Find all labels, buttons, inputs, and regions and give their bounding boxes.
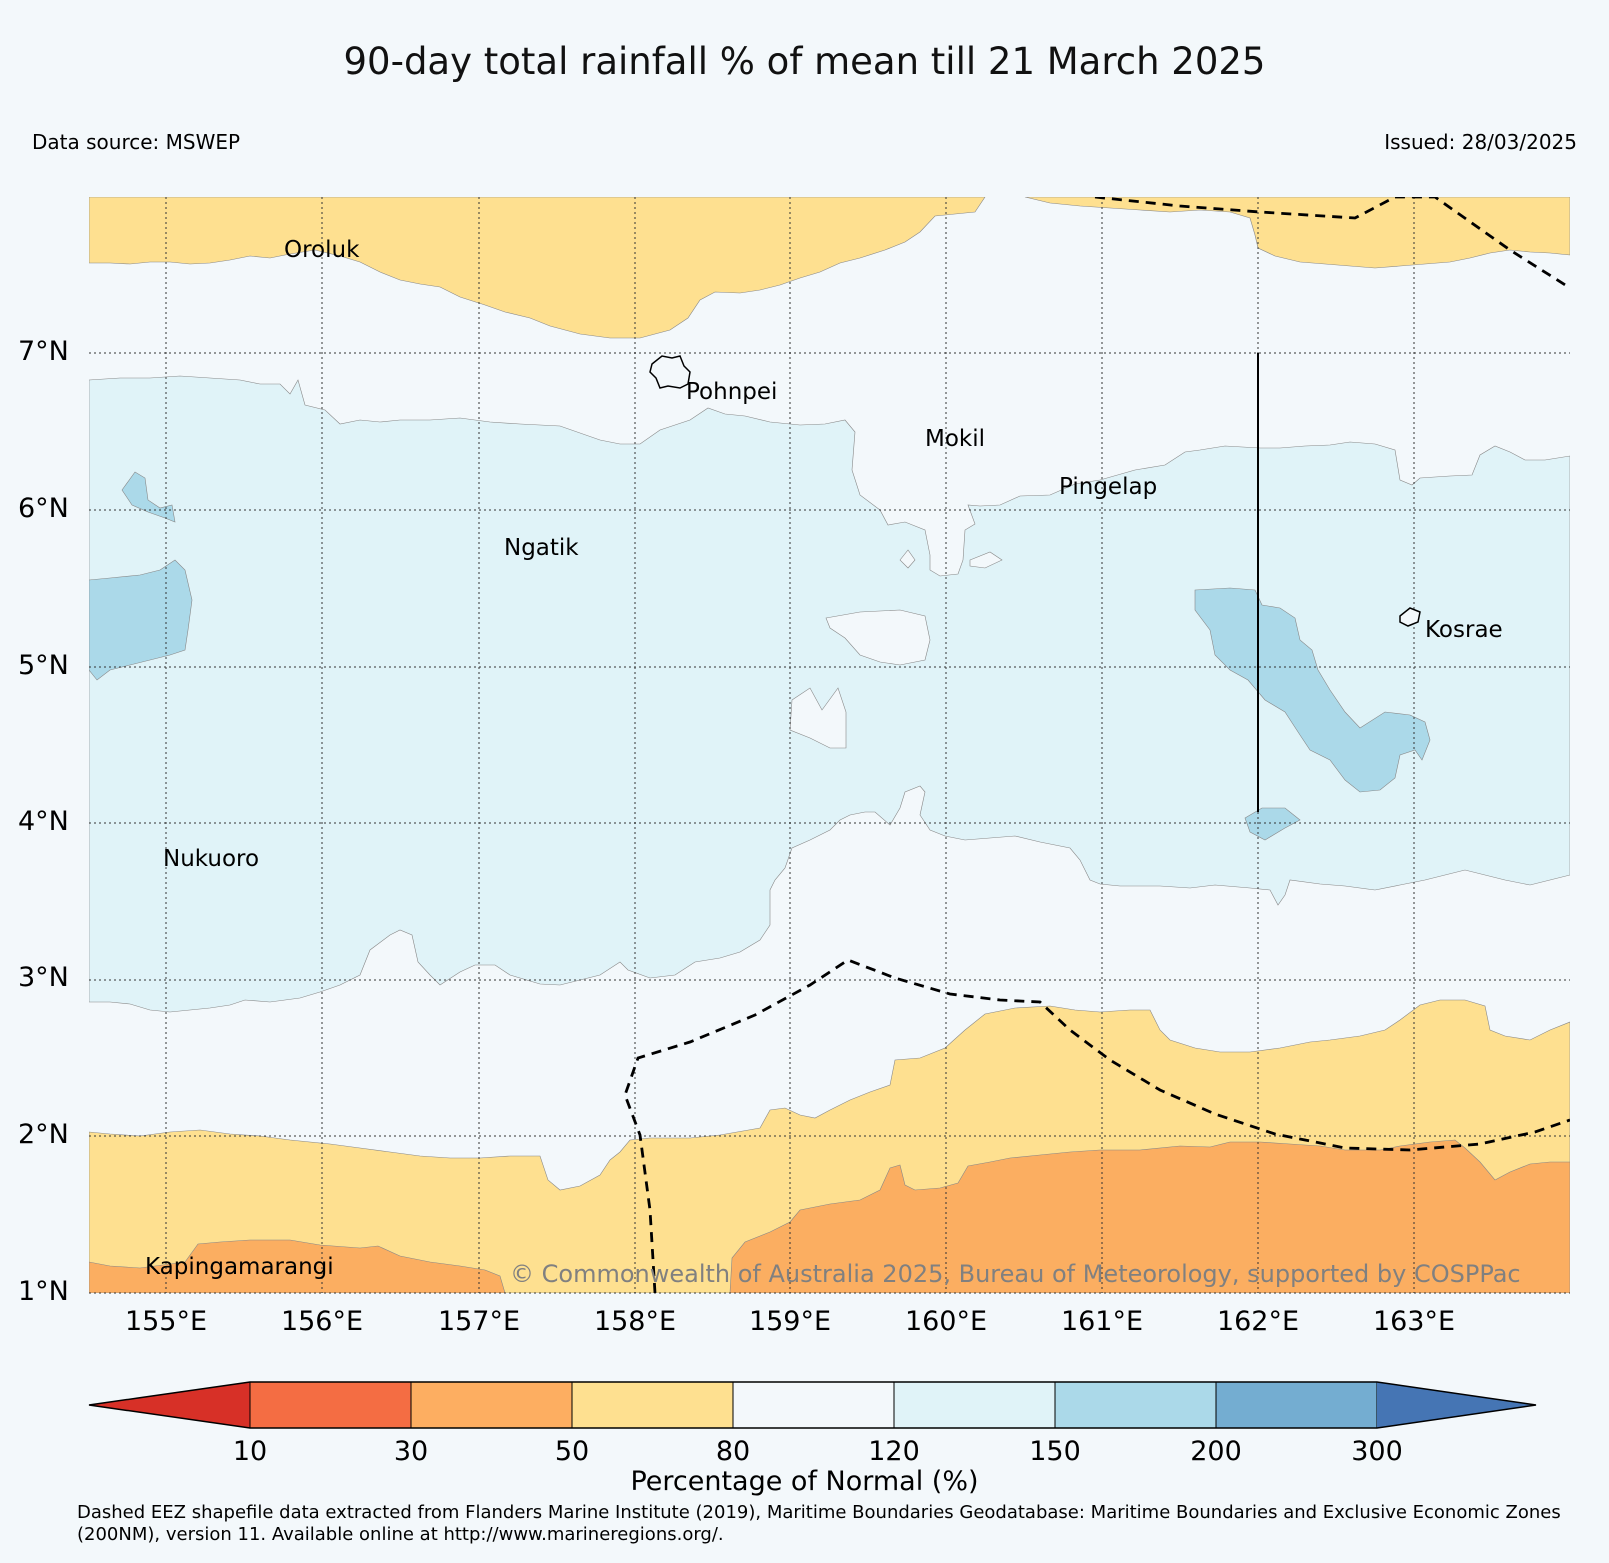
place-label-nukuoro: Nukuoro [163,846,260,872]
lat-label-1n: 1°N [18,1276,69,1307]
colorbar-extend-high [1377,1382,1536,1428]
pohnpei-island-outline [649,355,691,389]
colorbar-tick-300: 300 [1351,1436,1403,1467]
region-150-200-west [89,559,193,681]
colorbar-tick-50: 50 [554,1436,590,1467]
place-label-pingelap: Pingelap [1059,474,1158,500]
colorbar-tick-200: 200 [1190,1436,1242,1467]
colorbar-segment [1215,1381,1378,1429]
colorbar-tick-150: 150 [1029,1436,1081,1467]
region-80-120-patch [789,687,847,749]
colorbar-segment [1054,1381,1217,1429]
colorbar-label: Percentage of Normal (%) [630,1466,979,1497]
place-label-kapingamarangi: Kapingamarangi [145,1254,334,1280]
lat-label-6n: 6°N [18,493,69,524]
lat-label-5n: 5°N [18,650,69,681]
region-80-120-patch [899,549,916,569]
colorbar-segments [88,1381,1537,1429]
colorbar-segment [249,1381,412,1429]
data-source-label: Data source: MSWEP [32,130,241,154]
lon-label-161e: 161°E [1060,1306,1144,1337]
region-80-120-patch [969,551,1003,569]
region-150-200-west-small [121,471,176,523]
lon-label-157e: 157°E [437,1306,521,1337]
region-80-120-patch [825,609,931,666]
colorbar-extend-low [89,1382,250,1428]
colorbar-tick-30: 30 [393,1436,429,1467]
colorbar-segment [893,1381,1056,1429]
region-120-150 [89,375,1570,1013]
chart-title: 90-day total rainfall % of mean till 21 … [343,40,1266,83]
colorbar-outline [88,1381,1537,1429]
place-label-oroluk: Oroluk [284,237,360,263]
place-label-mokil: Mokil [925,426,986,452]
region-30-50-southeast [729,1139,1570,1293]
colorbar-segment [732,1381,895,1429]
lon-label-163e: 163°E [1372,1306,1456,1337]
place-label-ngatik: Ngatik [504,535,579,561]
lat-label-7n: 7°N [18,336,69,367]
colorbar-tick-10: 10 [232,1436,268,1467]
footnote: Dashed EEZ shapefile data extracted from… [77,1502,1561,1545]
kosrae-island-outline [1399,607,1421,627]
colorbar-segment [571,1381,734,1429]
lat-label-3n: 3°N [18,962,69,993]
lat-label-4n: 4°N [18,806,69,837]
region-150-200-east [1194,587,1431,793]
colorbar-segment [410,1381,573,1429]
map-fill-layer [89,197,1570,1293]
lon-label-162e: 162°E [1216,1306,1300,1337]
region-50-80-northeast [1024,197,1570,269]
colorbar-tick-80: 80 [715,1436,751,1467]
copyright-notice: © Commonwealth of Australia 2025, Bureau… [510,1260,1521,1288]
lon-label-156e: 156°E [280,1306,364,1337]
place-label-pohnpei: Pohnpei [686,379,778,405]
lat-label-2n: 2°N [18,1119,69,1150]
region-50-80-north [89,197,986,339]
eez-boundaries [623,197,1570,1293]
eez-line-south [623,958,1570,1293]
place-label-kosrae: Kosrae [1425,617,1503,643]
lon-label-155e: 155°E [124,1306,208,1337]
graticule [89,197,1570,1294]
lon-label-159e: 159°E [748,1306,832,1337]
lon-label-160e: 160°E [904,1306,988,1337]
region-150-200-southeast [1244,807,1301,841]
colorbar-tick-120: 120 [868,1436,920,1467]
region-30-50-southwest [89,1239,506,1293]
lon-label-158e: 158°E [593,1306,677,1337]
issued-date-label: Issued: 28/03/2025 [1384,130,1577,154]
